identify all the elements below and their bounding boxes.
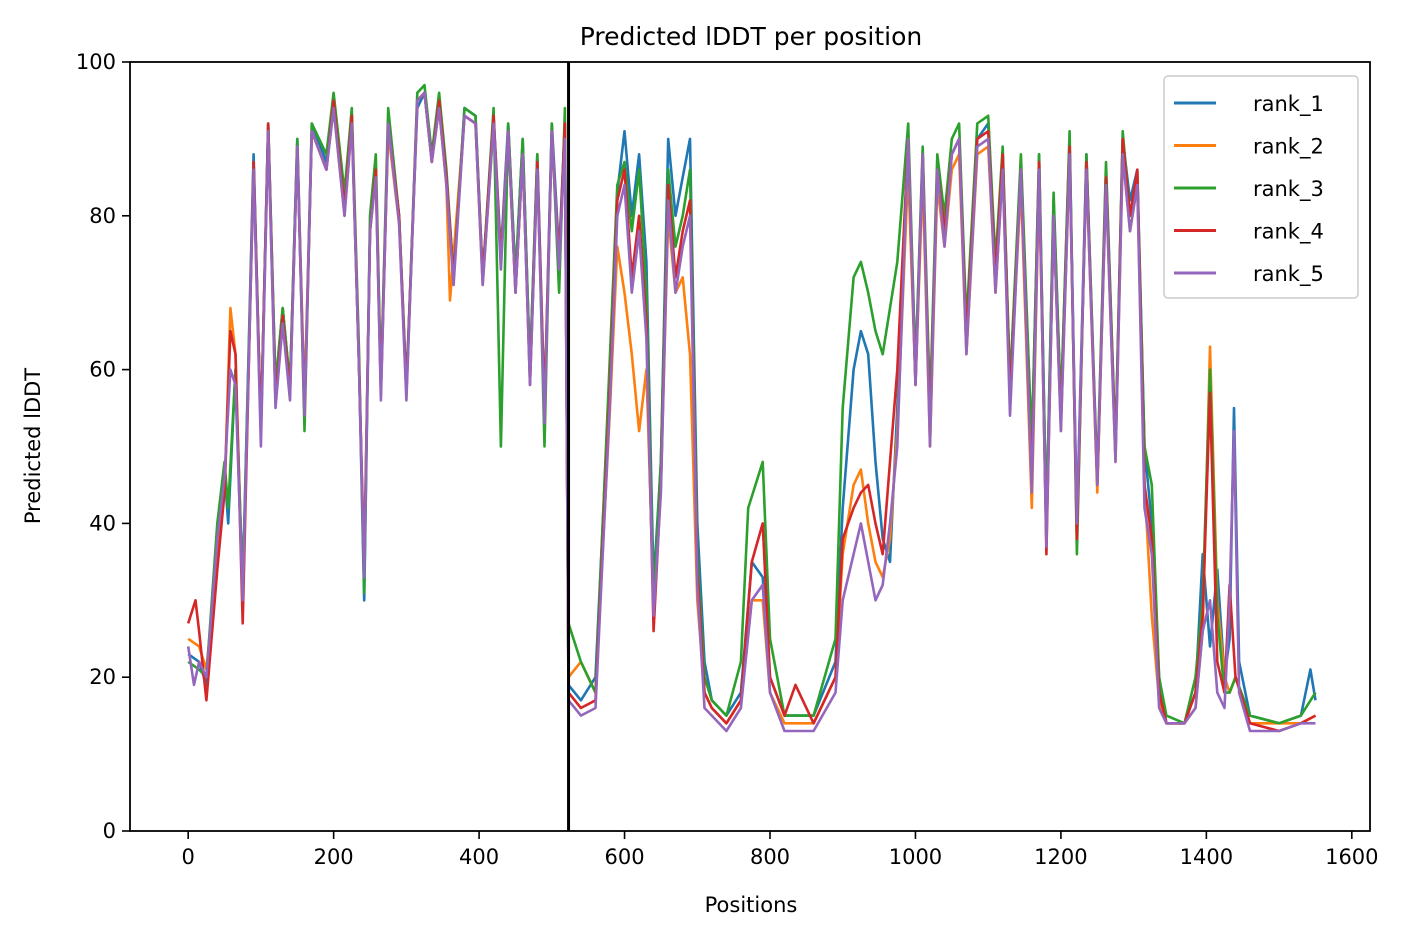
y-tick-label: 0 xyxy=(103,819,116,843)
y-tick-label: 80 xyxy=(89,204,116,228)
x-tick-label: 200 xyxy=(314,845,354,869)
x-tick-label: 1400 xyxy=(1180,845,1233,869)
legend-label-rank_4: rank_4 xyxy=(1253,220,1324,245)
y-tick-label: 60 xyxy=(89,358,116,382)
legend-label-rank_2: rank_2 xyxy=(1253,135,1324,160)
x-tick-label: 1600 xyxy=(1325,845,1378,869)
chart-title: Predicted lDDT per position xyxy=(580,22,922,51)
legend-box xyxy=(1163,75,1359,299)
y-axis: 0 20 40 60 80 100 xyxy=(76,50,130,843)
legend: rank_1 rank_2 rank_3 rank_4 rank_5 xyxy=(1163,75,1359,299)
legend-label-rank_5: rank_5 xyxy=(1253,262,1324,287)
plot-frame xyxy=(129,61,1371,832)
x-tick-label: 0 xyxy=(181,845,194,869)
x-tick-label: 800 xyxy=(750,845,790,869)
legend-label-rank_3: rank_3 xyxy=(1253,177,1324,202)
y-tick-label: 20 xyxy=(89,665,116,689)
legend-label-rank_1: rank_1 xyxy=(1253,92,1324,117)
y-tick-label: 40 xyxy=(89,511,116,535)
x-tick-label: 1000 xyxy=(889,845,942,869)
x-tick-label: 400 xyxy=(459,845,499,869)
x-axis-title: Positions xyxy=(705,893,798,917)
x-tick-label: 600 xyxy=(604,845,644,869)
plot-lines xyxy=(186,83,1317,733)
x-tick-label: 1200 xyxy=(1034,845,1087,869)
x-axis: 0 200 400 600 800 1000 1200 1400 1600 xyxy=(181,831,1379,869)
y-axis-title: Predicted lDDT xyxy=(21,368,45,524)
series-line-rank_5 xyxy=(186,91,1316,733)
y-tick-label: 100 xyxy=(76,50,116,74)
